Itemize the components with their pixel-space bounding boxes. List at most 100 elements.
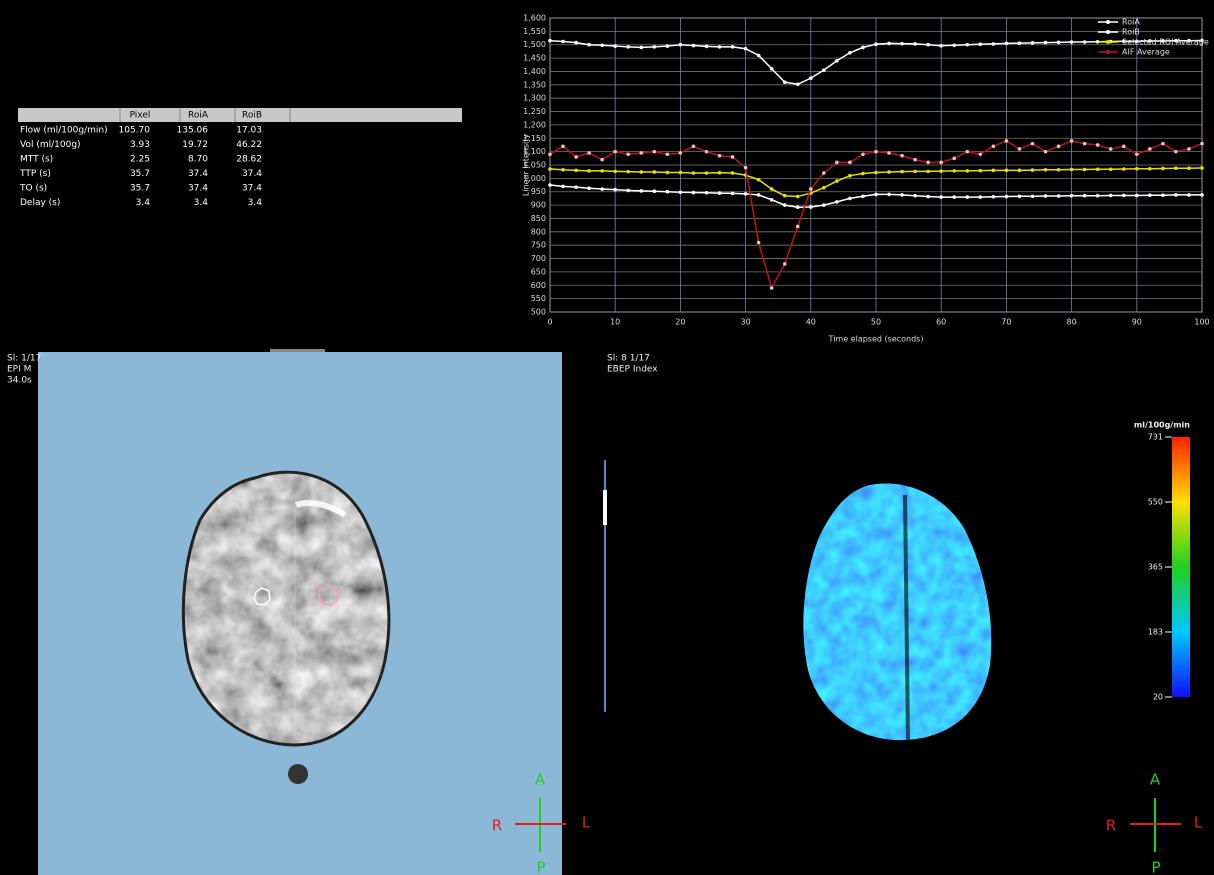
row-label: TO (s) xyxy=(19,184,47,194)
data-point xyxy=(679,190,683,194)
data-point xyxy=(1070,194,1074,198)
cell-value: 19.72 xyxy=(182,140,208,150)
data-point xyxy=(1174,150,1178,154)
data-point xyxy=(822,186,826,190)
data-point xyxy=(992,169,996,173)
column-header: Pixel xyxy=(130,111,151,121)
cell-value: 8.70 xyxy=(188,155,208,165)
colorbar-label: 183 xyxy=(1148,628,1163,637)
data-point xyxy=(1031,168,1035,172)
data-point xyxy=(692,144,696,148)
x-axis-label: Time elapsed (seconds) xyxy=(828,335,924,344)
data-point xyxy=(757,193,761,197)
y-tick-label: 500 xyxy=(531,308,546,317)
legend-marker xyxy=(1106,50,1110,54)
x-tick-label: 60 xyxy=(936,318,946,327)
data-point xyxy=(1187,193,1191,197)
data-point xyxy=(770,286,774,290)
x-tick-label: 90 xyxy=(1132,318,1142,327)
data-point xyxy=(626,170,630,174)
data-point xyxy=(679,43,683,47)
intensity-chart: 5005506006507007508008509009501,0001,050… xyxy=(522,14,1210,344)
data-point xyxy=(692,171,696,175)
data-point xyxy=(1057,168,1061,172)
column-header: RoiB xyxy=(242,111,262,121)
y-tick-label: 700 xyxy=(531,254,546,263)
x-tick-label: 10 xyxy=(610,318,620,327)
data-point xyxy=(1122,167,1126,171)
data-point xyxy=(1044,41,1048,45)
data-point xyxy=(1122,194,1126,198)
data-point xyxy=(1161,167,1165,171)
data-point xyxy=(926,43,930,47)
data-point xyxy=(809,205,813,209)
data-point xyxy=(835,200,839,204)
x-tick-label: 30 xyxy=(741,318,751,327)
y-tick-label: 900 xyxy=(531,201,546,210)
data-point xyxy=(783,194,787,198)
cell-value: 3.93 xyxy=(130,140,150,150)
data-point xyxy=(1057,144,1061,148)
data-point xyxy=(900,154,904,158)
legend-label: AIF Average xyxy=(1122,48,1170,57)
row-label: Flow (ml/100g/min) xyxy=(20,126,108,136)
data-point xyxy=(874,193,878,197)
data-point xyxy=(887,193,891,197)
cell-value: 2.25 xyxy=(130,155,150,165)
cell-value: 135.06 xyxy=(177,126,209,136)
data-point xyxy=(744,192,748,196)
y-tick-label: 650 xyxy=(531,267,546,276)
orientation-label: R xyxy=(1106,817,1116,835)
data-point xyxy=(574,41,578,45)
data-point xyxy=(979,169,983,173)
cell-value: 17.03 xyxy=(236,126,262,136)
legend-label: RoiB xyxy=(1122,28,1140,37)
data-point xyxy=(1096,143,1100,147)
data-point xyxy=(1148,167,1152,171)
y-tick-label: 750 xyxy=(531,241,546,250)
data-point xyxy=(548,183,552,187)
data-point xyxy=(548,153,552,157)
data-point xyxy=(639,189,643,193)
data-point xyxy=(952,169,956,173)
data-point xyxy=(613,170,617,174)
data-point xyxy=(731,171,735,175)
orientation-label: P xyxy=(1151,859,1160,875)
data-point xyxy=(1018,147,1022,151)
data-point xyxy=(600,169,604,173)
data-point xyxy=(848,161,852,165)
data-point xyxy=(770,187,774,191)
legend-marker xyxy=(1106,40,1110,44)
data-point xyxy=(861,172,865,176)
data-point xyxy=(561,185,565,189)
data-point xyxy=(952,43,956,47)
data-point xyxy=(757,178,761,182)
data-point xyxy=(835,179,839,183)
perfusion-map xyxy=(800,470,1000,750)
data-point xyxy=(600,187,604,191)
data-point xyxy=(613,150,617,154)
scroll-thumb[interactable] xyxy=(603,490,607,525)
data-point xyxy=(561,144,565,148)
data-point xyxy=(1161,193,1165,197)
overlay-text: EPI M xyxy=(7,365,31,375)
data-point xyxy=(705,150,709,154)
data-point xyxy=(1005,139,1009,143)
data-point xyxy=(653,170,657,174)
data-point xyxy=(965,43,969,47)
data-point xyxy=(822,68,826,72)
data-point xyxy=(796,82,800,86)
data-point xyxy=(1109,167,1113,171)
data-point xyxy=(679,171,683,175)
data-point xyxy=(1187,166,1191,170)
data-point xyxy=(1005,195,1009,199)
cell-value: 35.7 xyxy=(130,169,150,179)
data-point xyxy=(796,195,800,199)
splitter-handle[interactable] xyxy=(270,349,325,352)
y-tick-label: 1,350 xyxy=(523,80,546,89)
data-point xyxy=(979,153,983,157)
data-point xyxy=(992,144,996,148)
data-point xyxy=(705,45,709,49)
y-tick-label: 800 xyxy=(531,227,546,236)
